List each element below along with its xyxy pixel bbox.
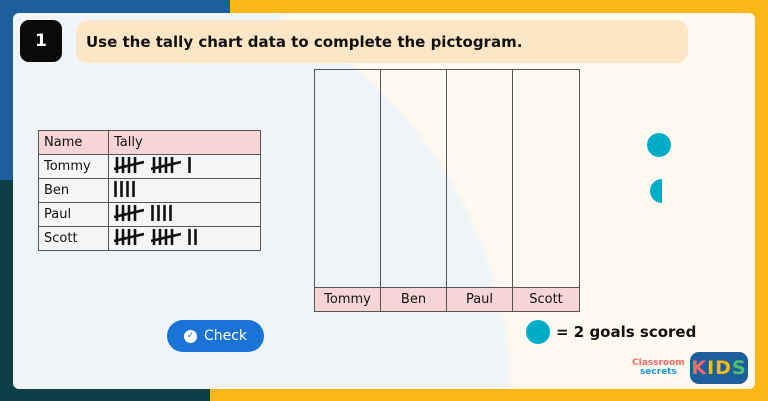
table-row: Ben bbox=[38, 178, 261, 203]
tally-strike bbox=[151, 232, 181, 243]
pictogram-label: Ben bbox=[381, 287, 447, 311]
key-text: = 2 goals scored bbox=[556, 323, 697, 341]
kids-letter: K bbox=[691, 357, 708, 379]
row-name: Scott bbox=[38, 226, 109, 251]
tally-group bbox=[188, 157, 191, 173]
row-name: Paul bbox=[38, 202, 109, 227]
check-button[interactable]: ✓ Check bbox=[167, 320, 264, 352]
classroom-secrets-logo: Classroom secrets bbox=[632, 359, 685, 377]
kids-letter: S bbox=[731, 357, 747, 379]
table-row: Scott bbox=[38, 226, 261, 251]
kids-letter: D bbox=[715, 357, 732, 379]
tally-group bbox=[114, 229, 144, 245]
tally-group bbox=[114, 181, 135, 197]
tally-marks bbox=[108, 202, 261, 227]
tally-strike bbox=[114, 160, 144, 171]
full-circle-icon[interactable] bbox=[647, 133, 671, 157]
logo-text-secrets: secrets bbox=[639, 367, 677, 377]
tally-group bbox=[151, 157, 181, 173]
pictogram-column-paul[interactable] bbox=[447, 70, 513, 287]
row-name: Tommy bbox=[38, 154, 109, 179]
kids-letter: I bbox=[707, 357, 716, 379]
tally-strike bbox=[114, 232, 144, 243]
full-circle-icon bbox=[526, 320, 550, 344]
tally-table: Name Tally Tommy Ben Paul Scott bbox=[38, 130, 261, 251]
tally-group bbox=[114, 157, 144, 173]
pictogram-label: Scott bbox=[513, 287, 579, 311]
pictogram-key: = 2 goals scored bbox=[526, 320, 696, 344]
logo-text-classroom: Classroom bbox=[632, 358, 685, 368]
kids-text: KIDS bbox=[691, 357, 746, 379]
tally-group bbox=[188, 229, 197, 245]
tally-strike bbox=[114, 208, 144, 219]
half-circle-icon[interactable] bbox=[650, 179, 662, 203]
tally-strike bbox=[151, 160, 181, 171]
pictogram-column-tommy[interactable] bbox=[315, 70, 381, 287]
pictogram-column-ben[interactable] bbox=[381, 70, 447, 287]
header-tally: Tally bbox=[108, 130, 261, 155]
pictogram-label: Paul bbox=[447, 287, 513, 311]
question-text: Use the tally chart data to complete the… bbox=[76, 20, 688, 63]
tally-group bbox=[114, 205, 144, 221]
pictogram-column-scott[interactable] bbox=[513, 70, 579, 287]
tally-group bbox=[151, 229, 181, 245]
table-header: Name Tally bbox=[38, 130, 261, 155]
tally-marks bbox=[108, 178, 261, 203]
tally-marks bbox=[108, 226, 261, 251]
kids-logo: KIDS bbox=[690, 352, 748, 384]
header-name: Name bbox=[38, 130, 109, 155]
row-name: Ben bbox=[38, 178, 109, 203]
check-icon: ✓ bbox=[183, 329, 197, 343]
tally-marks bbox=[108, 154, 261, 179]
pictogram-label: Tommy bbox=[315, 287, 381, 311]
table-row: Tommy bbox=[38, 154, 261, 179]
table-row: Paul bbox=[38, 202, 261, 227]
tally-group bbox=[151, 205, 172, 221]
check-label: Check bbox=[203, 328, 248, 344]
question-number: 1 bbox=[20, 20, 62, 62]
pictogram-grid: Tommy Ben Paul Scott bbox=[314, 69, 580, 312]
